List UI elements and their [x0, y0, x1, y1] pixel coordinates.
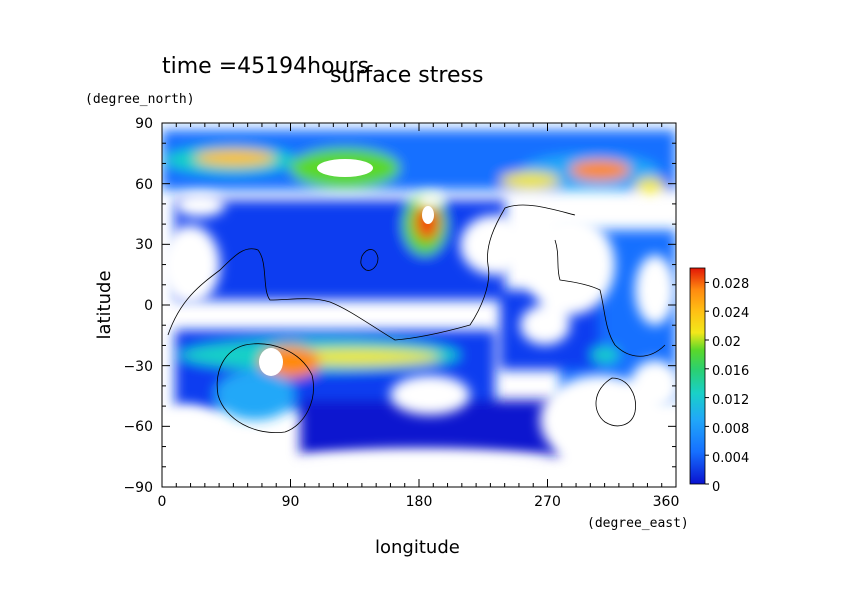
x-tick-label: 270: [534, 494, 561, 510]
colorbar-label: 0: [712, 480, 720, 495]
continent-outline-d: [595, 377, 636, 427]
y-tick-label: −90: [123, 480, 153, 496]
gap-west: [162, 225, 220, 305]
max-core-south: [259, 348, 283, 376]
continent-outline-e: [360, 249, 379, 271]
field-jet-east-core: [570, 160, 630, 180]
field-jet-northeast: [635, 178, 665, 192]
gap-central-east: [460, 215, 530, 275]
y-tick-label: 60: [135, 177, 153, 193]
gap-east: [525, 215, 615, 315]
gap-south-west: [162, 405, 225, 475]
colorbar-scale: [689, 267, 706, 485]
gap-far-east: [630, 360, 676, 410]
gap-north-mid: [415, 192, 445, 208]
x-tick-label: 0: [158, 494, 167, 510]
stress-field: [162, 130, 676, 487]
continent-outline-a: [167, 204, 576, 341]
time-label: time =45194hours: [162, 54, 369, 79]
colorbar-label: 0.004: [712, 451, 749, 466]
colorbar: 0.028 0.024 0.02 0.016 0.012 0.008 0.004…: [689, 267, 749, 495]
colorbar-label: 0.028: [712, 277, 749, 292]
y-tick-label: 30: [135, 237, 153, 253]
tick-marks: [161, 122, 677, 488]
y-axis-label: latitude: [94, 270, 115, 339]
x-axis: 0 90 180 270 360: [158, 494, 680, 510]
y-axis: 90 60 30 0 −30 −60 −90: [123, 116, 153, 496]
y-tick-label: −30: [123, 359, 153, 375]
gap-south-edge: [170, 460, 290, 487]
colorbar-label: 0.024: [712, 306, 749, 321]
continent-outline-c: [216, 343, 314, 434]
colorbar-label: 0.016: [712, 364, 749, 379]
max-core-subtropical: [422, 206, 434, 224]
field-jet-west-core: [195, 150, 275, 166]
x-tick-label: 90: [282, 494, 300, 510]
field-jet-east-mid: [500, 172, 560, 188]
x-tick-label: 180: [406, 494, 433, 510]
y-tick-label: 0: [144, 298, 153, 314]
field-south-blob: [215, 370, 295, 420]
gap-east-edge: [635, 255, 675, 325]
chart-title: surface stress: [330, 63, 483, 88]
x-unit-label: (degree_east): [587, 516, 689, 531]
gap-far-south: [290, 449, 550, 481]
continent-outline-b: [554, 239, 666, 357]
x-axis-label: longitude: [375, 537, 460, 558]
y-unit-label: (degree_north): [85, 92, 195, 107]
max-core-north: [317, 159, 373, 177]
gap-south-east: [540, 375, 660, 465]
field-gaps: [162, 192, 676, 487]
gap-north-west: [175, 193, 225, 217]
colorbar-label: 0.02: [712, 335, 741, 350]
field-band-mid: [175, 200, 505, 300]
field-east-spot: [591, 347, 619, 363]
colorbar-label: 0.012: [712, 393, 749, 408]
y-tick-label: −60: [123, 419, 153, 435]
colorbar-ticks: [705, 281, 709, 485]
gap-south-central: [390, 375, 470, 415]
y-tick-label: 90: [135, 116, 153, 132]
colorbar-label: 0.008: [712, 422, 749, 437]
x-tick-label: 360: [653, 494, 680, 510]
gap-east-inner: [520, 305, 570, 345]
